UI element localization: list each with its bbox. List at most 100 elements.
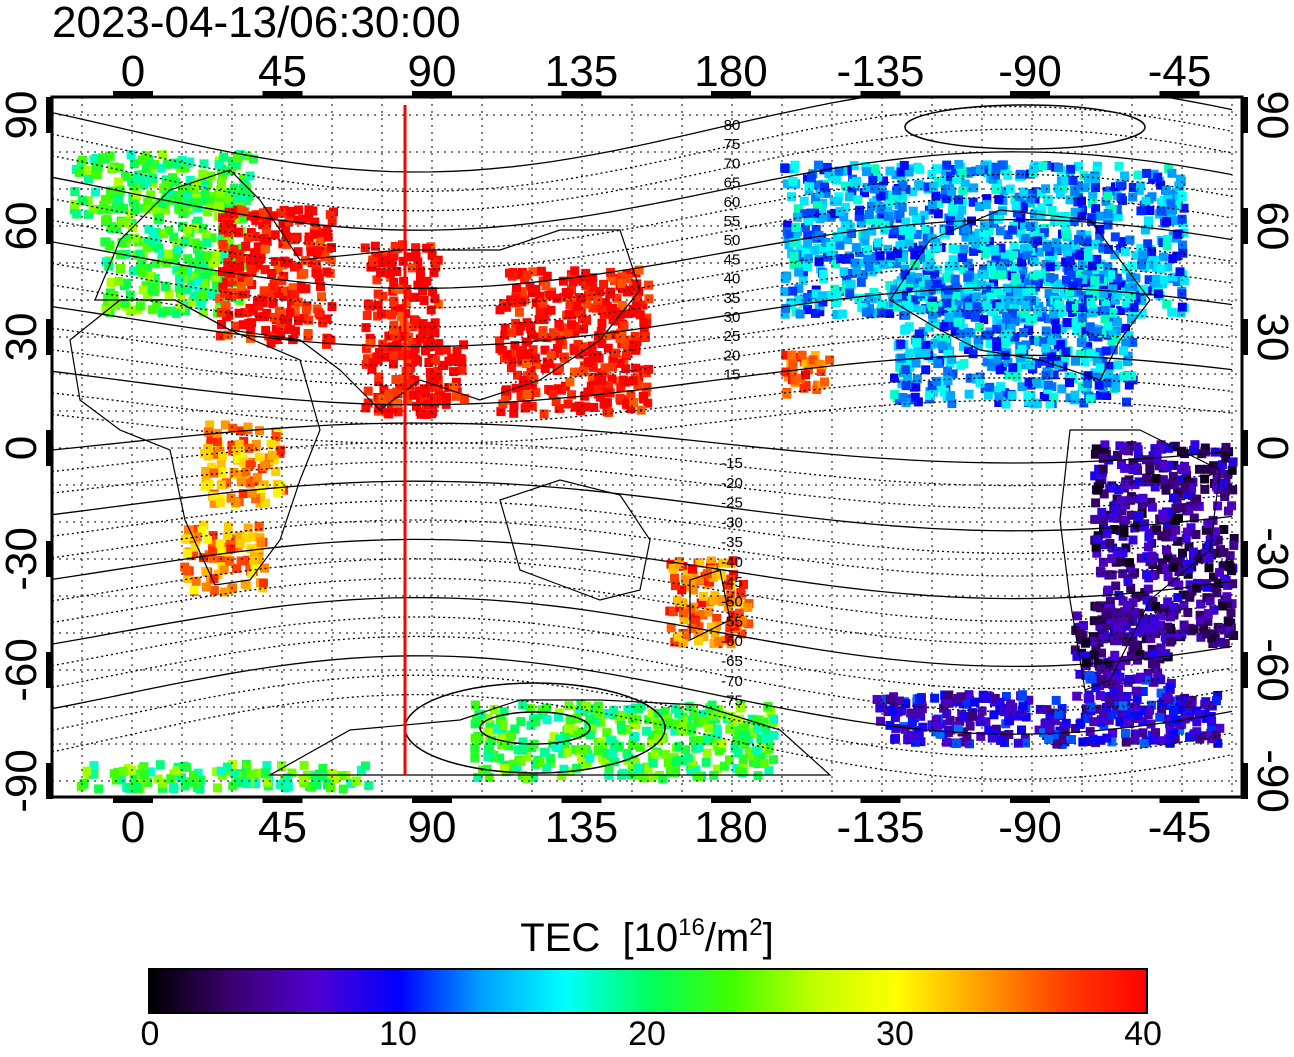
tec-cell xyxy=(1003,357,1013,367)
tec-cell xyxy=(235,538,245,548)
tec-cell xyxy=(1106,270,1116,280)
tec-cell xyxy=(476,709,486,719)
tec-cell xyxy=(489,705,499,714)
tec-cell xyxy=(1205,596,1215,606)
tec-cell xyxy=(959,711,969,721)
tec-cell xyxy=(939,703,949,713)
tec-cell xyxy=(201,474,211,484)
tec-cell xyxy=(1118,596,1128,606)
tec-cell xyxy=(500,395,510,405)
tec-cell xyxy=(1026,222,1036,232)
tec-cell xyxy=(1039,392,1049,401)
tec-cell xyxy=(1049,309,1059,319)
tec-cell xyxy=(1126,563,1136,573)
tec-cell xyxy=(327,216,337,226)
tec-cell xyxy=(361,323,371,333)
tec-cell xyxy=(1062,318,1072,327)
tec-cell xyxy=(223,193,233,203)
tec-cell xyxy=(959,737,969,747)
tec-cell xyxy=(91,162,101,172)
tec-cell xyxy=(1087,213,1097,223)
tec-cell xyxy=(1108,728,1118,738)
tec-cell xyxy=(485,741,494,751)
tec-cell xyxy=(1124,674,1134,684)
tec-cell xyxy=(1099,489,1109,499)
tec-cell xyxy=(186,183,196,193)
tec-cell xyxy=(689,736,699,746)
tec-cell xyxy=(841,254,851,264)
tec-cell xyxy=(395,350,405,360)
tec-cell xyxy=(404,371,414,381)
tec-cell xyxy=(374,372,384,382)
tec-cell xyxy=(220,288,230,298)
tec-cell xyxy=(1029,257,1039,267)
tec-cell xyxy=(1108,345,1118,355)
tec-cell xyxy=(432,395,442,404)
tec-cell xyxy=(912,273,922,282)
tec-cell xyxy=(670,573,679,583)
tec-cell xyxy=(1095,621,1105,631)
tec-cell xyxy=(994,398,1004,407)
tec-cell xyxy=(512,764,522,774)
tec-cell xyxy=(555,734,565,744)
tec-cell xyxy=(1219,548,1229,558)
tec-cell xyxy=(942,737,951,747)
tec-cell xyxy=(189,291,199,301)
tec-cell xyxy=(1176,308,1186,318)
right-lat-label: 60 xyxy=(1248,202,1294,251)
tec-cell xyxy=(271,466,281,476)
south-pole-contour xyxy=(479,711,591,745)
tec-cell xyxy=(996,735,1006,745)
tec-cell xyxy=(248,154,258,164)
tec-cell xyxy=(557,771,567,781)
tec-cell xyxy=(542,715,552,725)
tec-cell xyxy=(804,181,814,191)
tec-cell xyxy=(1013,288,1023,297)
tec-cell xyxy=(1173,629,1183,639)
tec-cell xyxy=(1127,441,1137,451)
tec-cell xyxy=(126,150,136,160)
tec-cell xyxy=(1113,360,1123,370)
tec-cell xyxy=(1104,361,1114,371)
tec-cell xyxy=(1111,581,1121,591)
tec-cell xyxy=(411,316,421,326)
tec-cell xyxy=(1095,363,1105,373)
tec-cell xyxy=(1163,597,1173,607)
tec-cell xyxy=(819,274,829,284)
tec-cell xyxy=(500,330,510,340)
tec-cell xyxy=(189,271,199,281)
tec-cell xyxy=(1175,725,1185,735)
tec-cell xyxy=(1174,513,1183,523)
tec-cell xyxy=(948,165,957,174)
tec-cell xyxy=(855,248,865,257)
tec-cell xyxy=(198,307,208,317)
tec-cell xyxy=(1001,399,1011,409)
tec-cell xyxy=(1121,323,1130,333)
left-lat-label: -60 xyxy=(0,638,46,702)
top-lon-label: -90 xyxy=(998,47,1062,96)
tec-cell xyxy=(112,224,122,234)
mag-lat-contour xyxy=(52,596,1233,668)
tec-cell xyxy=(1155,712,1165,722)
tec-cell xyxy=(903,730,913,740)
tec-cell xyxy=(1049,730,1059,740)
tec-cell xyxy=(918,722,928,732)
tec-cell xyxy=(1186,704,1196,714)
tec-cell xyxy=(512,283,521,293)
tec-cell xyxy=(1066,270,1076,280)
tec-cell xyxy=(1102,703,1111,712)
tec-cell xyxy=(820,182,829,192)
tec-cell xyxy=(696,735,706,745)
tec-cell xyxy=(1061,213,1070,223)
tec-cell xyxy=(904,230,914,240)
tec-cell xyxy=(570,327,580,337)
contour-label: -20 xyxy=(721,475,743,492)
tec-cell xyxy=(267,450,277,460)
tec-cell xyxy=(299,269,309,278)
tec-cell xyxy=(906,224,916,234)
tec-cell xyxy=(186,276,196,286)
tec-cell xyxy=(1096,390,1105,400)
tec-cell xyxy=(1162,299,1172,309)
tec-cell xyxy=(184,525,193,535)
tec-cell xyxy=(1053,245,1062,255)
